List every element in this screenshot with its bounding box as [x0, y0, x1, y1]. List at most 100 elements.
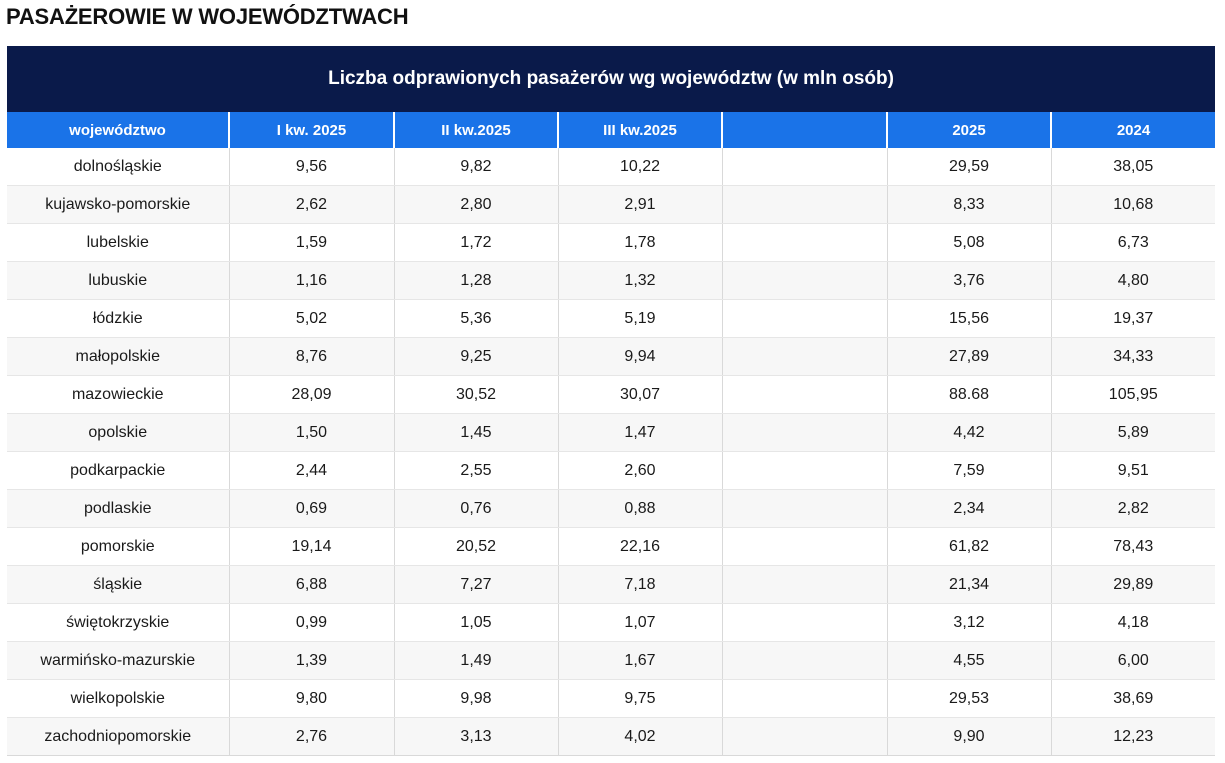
region-name-cell: mazowieckie [7, 375, 229, 414]
table-cell: 1,39 [228, 641, 394, 680]
table-cell: 2,62 [228, 185, 394, 224]
table-cell: 2,91 [557, 185, 722, 224]
table-caption: Liczba odprawionych pasażerów wg wojewód… [7, 46, 1216, 112]
table-cell: 6,73 [1050, 223, 1216, 262]
table-cell: 8,33 [886, 185, 1051, 224]
table-cell: 1,28 [393, 261, 558, 300]
table-cell: 9,98 [393, 679, 558, 718]
table-cell: 1,32 [557, 261, 722, 300]
table-cell: 7,59 [886, 451, 1051, 490]
table-cell: 4,80 [1050, 261, 1216, 300]
table-cell: 9,94 [557, 337, 722, 376]
table-cell: 5,08 [886, 223, 1051, 262]
table-cell: 2,82 [1050, 489, 1216, 528]
table-cell: 2,80 [393, 185, 558, 224]
table-cell: 78,43 [1050, 527, 1216, 566]
table-cell [721, 413, 887, 452]
region-name-cell: dolnośląskie [7, 148, 229, 186]
table-row: pomorskie 19,14 20,52 22,16 61,82 78,43 [7, 527, 1216, 566]
table-row: lubelskie 1,59 1,72 1,78 5,08 6,73 [7, 223, 1216, 262]
table-row: łódzkie 5,02 5,36 5,19 15,56 19,37 [7, 299, 1216, 338]
table-cell: 0,69 [228, 489, 394, 528]
table-cell: 6,00 [1050, 641, 1216, 680]
table-cell: 105,95 [1050, 375, 1216, 414]
table-cell: 9,51 [1050, 451, 1216, 490]
table-cell: 20,52 [393, 527, 558, 566]
table-cell: 28,09 [228, 375, 394, 414]
table-cell: 5,19 [557, 299, 722, 338]
table-row: lubuskie 1,16 1,28 1,32 3,76 4,80 [7, 261, 1216, 300]
data-table-container: Liczba odprawionych pasażerów wg wojewód… [7, 46, 1216, 756]
table-row: kujawsko-pomorskie 2,62 2,80 2,91 8,33 10,68 [7, 185, 1216, 224]
table-row: podkarpackie 2,44 2,55 2,60 7,59 9,51 [7, 451, 1216, 490]
table-cell [721, 299, 887, 338]
table-cell: 29,89 [1050, 565, 1216, 604]
table-cell: 1,47 [557, 413, 722, 452]
region-name-cell: kujawsko-pomorskie [7, 185, 229, 224]
table-cell: 2,55 [393, 451, 558, 490]
table-cell: 3,76 [886, 261, 1051, 300]
table-cell [721, 451, 887, 490]
table-cell: 9,75 [557, 679, 722, 718]
table-cell [721, 603, 887, 642]
passengers-table: Liczba odprawionych pasażerów wg wojewód… [7, 46, 1216, 756]
table-row: małopolskie 8,76 9,25 9,94 27,89 34,33 [7, 337, 1216, 376]
table-cell [721, 261, 887, 300]
region-name-cell: podlaskie [7, 489, 229, 528]
table-cell [721, 641, 887, 680]
table-cell [721, 565, 887, 604]
table-cell: 30,07 [557, 375, 722, 414]
region-name-cell: podkarpackie [7, 451, 229, 490]
table-cell: 2,44 [228, 451, 394, 490]
table-cell: 9,25 [393, 337, 558, 376]
table-cell: 29,59 [886, 148, 1051, 186]
column-header: 2025 [886, 112, 1051, 148]
table-caption-row: Liczba odprawionych pasażerów wg wojewód… [7, 46, 1216, 112]
table-row: śląskie 6,88 7,27 7,18 21,34 29,89 [7, 565, 1216, 604]
table-cell: 19,37 [1050, 299, 1216, 338]
table-cell: 5,89 [1050, 413, 1216, 452]
table-body: dolnośląskie 9,56 9,82 10,22 29,59 38,05 kujaw… [7, 148, 1216, 756]
table-row: dolnośląskie 9,56 9,82 10,22 29,59 38,05 [7, 148, 1216, 186]
column-header: II kw.2025 [393, 112, 558, 148]
table-row: mazowieckie 28,09 30,52 30,07 88.68 105,95 [7, 375, 1216, 414]
table-cell [721, 375, 887, 414]
region-name-cell: zachodniopomorskie [7, 717, 229, 756]
table-cell: 21,34 [886, 565, 1051, 604]
table-cell: 4,18 [1050, 603, 1216, 642]
region-name-cell: małopolskie [7, 337, 229, 376]
table-row: opolskie 1,50 1,45 1,47 4,42 5,89 [7, 413, 1216, 452]
table-cell [721, 223, 887, 262]
table-cell: 0,99 [228, 603, 394, 642]
table-cell [721, 185, 887, 224]
table-cell: 0,76 [393, 489, 558, 528]
table-cell [721, 489, 887, 528]
table-cell: 1,07 [557, 603, 722, 642]
table-cell: 4,55 [886, 641, 1051, 680]
table-cell: 15,56 [886, 299, 1051, 338]
table-header-row: województwo I kw. 2025 II kw.2025 III kw… [7, 112, 1216, 148]
table-cell [721, 679, 887, 718]
column-header: I kw. 2025 [228, 112, 394, 148]
column-header: 2024 [1049, 112, 1216, 148]
table-cell [721, 337, 887, 376]
table-cell: 1,72 [393, 223, 558, 262]
table-cell: 9,56 [228, 148, 394, 186]
table-cell [721, 527, 887, 566]
table-cell: 1,16 [228, 261, 394, 300]
table-cell: 5,36 [393, 299, 558, 338]
region-name-cell: lubuskie [7, 261, 229, 300]
table-cell: 30,52 [393, 375, 558, 414]
table-cell: 1,78 [557, 223, 722, 262]
table-cell: 1,05 [393, 603, 558, 642]
table-cell: 34,33 [1050, 337, 1216, 376]
region-name-cell: świętokrzyskie [7, 603, 229, 642]
table-cell: 2,60 [557, 451, 722, 490]
table-row: podlaskie 0,69 0,76 0,88 2,34 2,82 [7, 489, 1216, 528]
table-cell: 22,16 [557, 527, 722, 566]
table-cell: 38,69 [1050, 679, 1216, 718]
page-title: PASAŻEROWIE W WOJEWÓDZTWACH [6, 4, 409, 29]
table-row: zachodniopomorskie 2,76 3,13 4,02 9,90 12,23 [7, 717, 1216, 756]
region-name-cell: opolskie [7, 413, 229, 452]
region-name-cell: wielkopolskie [7, 679, 229, 718]
